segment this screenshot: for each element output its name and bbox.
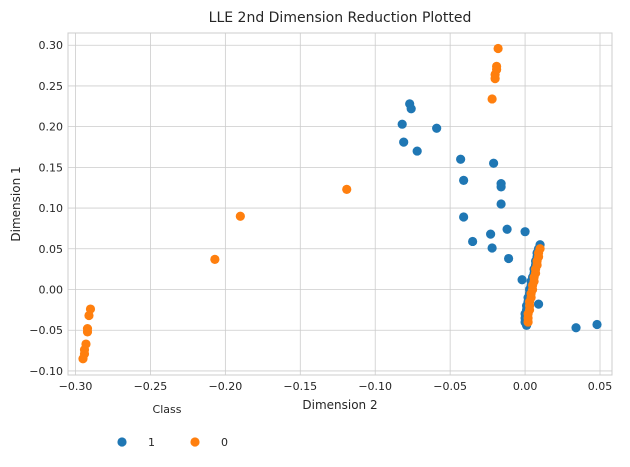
y-tick-labels: −0.10 −0.05 0.00 0.05 0.10 0.15 0.20 0.25 0.30 (29, 39, 63, 378)
y-tick-label: 0.05 (39, 243, 64, 256)
x-tick-labels: −0.30 −0.25 −0.20 −0.15 −0.10 −0.05 0.00 0.05 (59, 380, 613, 393)
scatter-point-class-1 (412, 146, 422, 156)
legend-label-class-1: 1 (148, 436, 155, 449)
plot-frame (67, 32, 613, 376)
scatter-point-class-1 (517, 275, 527, 285)
x-tick-label: −0.20 (208, 380, 242, 393)
scatter-point-class-0 (493, 43, 503, 54)
y-tick-label: −0.10 (29, 365, 63, 378)
x-tick-label: −0.15 (283, 380, 317, 393)
scatter-point-class-1 (456, 154, 466, 164)
scatter-point-class-1 (432, 123, 442, 133)
legend-label-class-0: 0 (221, 436, 228, 449)
scatter-point-class-0 (342, 184, 352, 194)
data-points (78, 43, 602, 364)
grid-lines (68, 33, 612, 375)
y-tick-label: 0.10 (39, 202, 64, 215)
x-tick-label: −0.05 (433, 380, 467, 393)
x-tick-label: −0.10 (358, 380, 392, 393)
x-tick-label: 0.00 (513, 380, 538, 393)
legend-title: Class (153, 403, 182, 416)
legend: Class 1 0 (117, 403, 228, 449)
scatter-point-class-1 (486, 229, 496, 239)
scatter-point-class-1 (397, 119, 407, 129)
scatter-point-class-1 (468, 236, 478, 247)
x-tick-label: 0.05 (588, 380, 613, 393)
scatter-point-class-1 (496, 199, 506, 209)
scatter-point-class-0 (78, 354, 88, 364)
scatter-point-class-1 (520, 227, 530, 237)
scatter-point-class-0 (523, 317, 533, 327)
scatter-point-class-1 (399, 137, 409, 147)
scatter-point-class-0 (490, 74, 500, 84)
scatter-point-class-1 (487, 243, 497, 253)
x-axis-label: Dimension 2 (302, 398, 377, 412)
y-axis-label: Dimension 1 (9, 166, 23, 241)
x-tick-label: −0.30 (59, 380, 93, 393)
y-tick-label: 0.30 (39, 39, 64, 52)
x-tick-label: −0.25 (134, 380, 168, 393)
scatter-point-class-1 (496, 182, 506, 192)
y-tick-label: 0.25 (39, 80, 64, 93)
legend-marker-class-1 (117, 437, 127, 447)
scatter-point-class-1 (533, 299, 544, 309)
y-tick-label: 0.15 (39, 161, 64, 174)
scatter-point-class-1 (459, 175, 469, 185)
scatter-point-class-1 (489, 158, 499, 168)
scatter-point-class-1 (503, 253, 514, 264)
scatter-point-class-0 (235, 211, 245, 221)
scatter-point-class-1 (592, 319, 602, 330)
scatter-point-class-0 (82, 327, 93, 337)
chart-title: LLE 2nd Dimension Reduction Plotted (209, 10, 472, 26)
scatter-point-class-1 (502, 224, 512, 234)
scatter-point-class-1 (571, 323, 581, 333)
scatter-point-class-0 (210, 254, 220, 264)
y-tick-label: −0.05 (29, 324, 63, 337)
y-tick-label: 0.20 (39, 121, 64, 134)
scatter-point-class-1 (406, 104, 416, 114)
scatter-point-class-0 (487, 94, 497, 104)
scatter-point-class-1 (459, 212, 469, 222)
scatter-point-class-0 (84, 310, 94, 321)
y-tick-label: 0.00 (39, 284, 64, 297)
legend-marker-class-0 (190, 437, 200, 447)
